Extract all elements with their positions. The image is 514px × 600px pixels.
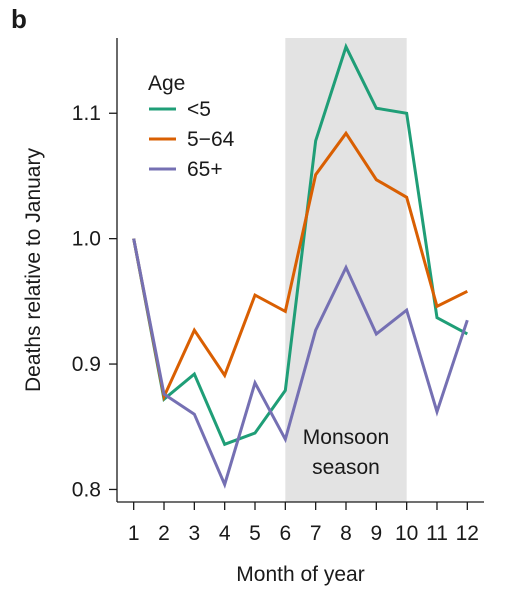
x-tick-label: 7 (310, 522, 322, 545)
legend-label: 5−64 (187, 128, 235, 151)
x-tick-label: 4 (219, 522, 231, 545)
legend-label: <5 (187, 98, 211, 121)
x-tick-label: 9 (370, 522, 382, 545)
legend: Age <5 5−64 65+ (148, 72, 235, 181)
series-line-0 (132, 42, 469, 447)
series-line-1 (132, 130, 468, 402)
panel-label: b (11, 4, 27, 34)
x-tick-label: 6 (279, 522, 291, 545)
legend-title: Age (148, 72, 185, 95)
x-tick-label: 2 (158, 522, 170, 545)
x-tick-label: 3 (188, 522, 200, 545)
y-tick-label: 0.8 (72, 478, 101, 501)
x-axis-label: Month of year (236, 563, 364, 586)
x-tick-label: 5 (249, 522, 261, 545)
monsoon-label-line1: Monsoon (303, 426, 389, 449)
monsoon-label-line2: season (312, 456, 380, 479)
x-tick-label: 10 (395, 522, 418, 545)
x-tick-label: 1 (128, 522, 140, 545)
x-tick-label: 8 (340, 522, 352, 545)
series-layer (132, 42, 469, 489)
y-tick-label: 1.0 (72, 228, 101, 251)
legend-label: 65+ (187, 158, 223, 181)
series-line-2 (132, 238, 469, 489)
x-tick-label: 11 (426, 522, 448, 545)
y-axis-label: Deaths relative to January (22, 148, 45, 392)
axes: 0.80.91.01.11 2 3 4 5 6 7 8 9 10 11 12 (72, 38, 484, 545)
y-tick-label: 0.9 (72, 353, 101, 376)
x-tick-label: 12 (456, 522, 479, 545)
y-tick-label: 1.1 (72, 102, 101, 125)
